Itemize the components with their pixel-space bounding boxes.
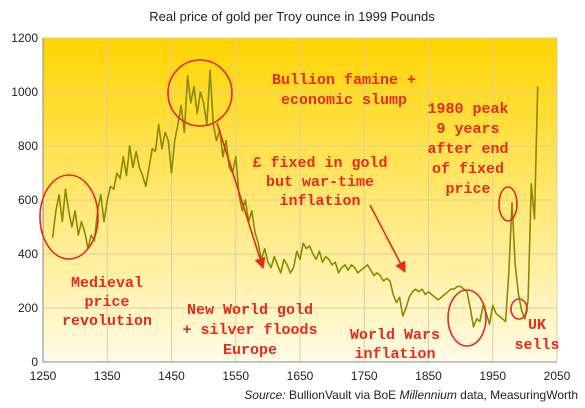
y-tick-label: 600 — [18, 193, 38, 207]
annotation: price — [84, 294, 129, 311]
highlight — [510, 298, 528, 320]
highlight — [39, 174, 99, 260]
x-tick-label: 2050 — [544, 369, 571, 383]
arrow — [369, 204, 406, 273]
annotation: 9 years — [436, 121, 499, 138]
y-tick-label: 1200 — [11, 31, 38, 45]
chart-title: Real price of gold per Troy ounce in 199… — [149, 9, 435, 24]
highlight — [498, 186, 518, 222]
annotation: New World gold — [187, 302, 313, 319]
x-tick-label: 1250 — [30, 369, 57, 383]
source-text: data, MeasuringWorth — [457, 388, 578, 402]
annotation: UK — [528, 317, 546, 334]
annotation: Europe — [223, 342, 277, 359]
y-tick-label: 800 — [18, 139, 38, 153]
annotation: price — [445, 181, 490, 198]
y-tick-label: 400 — [18, 247, 38, 261]
x-tick-label: 1350 — [94, 369, 121, 383]
price-line — [51, 69, 539, 328]
y-tick-label: 200 — [18, 301, 38, 315]
annotation: but war-time — [266, 174, 374, 191]
highlight — [167, 59, 233, 127]
x-tick-label: 1850 — [415, 369, 442, 383]
annotation: of fixed — [432, 161, 504, 178]
annotation: after end — [427, 141, 508, 158]
x-tick-label: 1550 — [222, 369, 249, 383]
source-text: BullionVault via BoE — [286, 388, 400, 402]
annotation: Bullion famine + — [272, 72, 416, 89]
x-tick-label: 1450 — [158, 369, 185, 383]
source-label: Source: — [244, 388, 285, 402]
annotation: Medieval — [71, 275, 143, 292]
annotation: + silver floods — [182, 322, 317, 339]
highlight — [447, 289, 487, 347]
y-tick-label: 0 — [31, 355, 38, 369]
x-tick-label: 1750 — [351, 369, 378, 383]
annotation: 1980 peak — [427, 101, 508, 118]
y-tick-label: 1000 — [11, 85, 38, 99]
x-tick-label: 1950 — [479, 369, 506, 383]
source: Source: BullionVault via BoE Millennium … — [244, 388, 578, 402]
annotation: sells — [514, 337, 559, 354]
annotation: inflation — [279, 193, 360, 210]
annotation: inflation — [354, 346, 435, 363]
annotation: economic slump — [281, 92, 407, 109]
arrow — [216, 122, 266, 270]
annotation: World Wars — [350, 327, 440, 344]
source-text: Millennium — [399, 388, 456, 402]
annotation: £ fixed in gold — [252, 155, 387, 172]
annotation: revolution — [62, 313, 152, 330]
x-tick-label: 1650 — [287, 369, 314, 383]
